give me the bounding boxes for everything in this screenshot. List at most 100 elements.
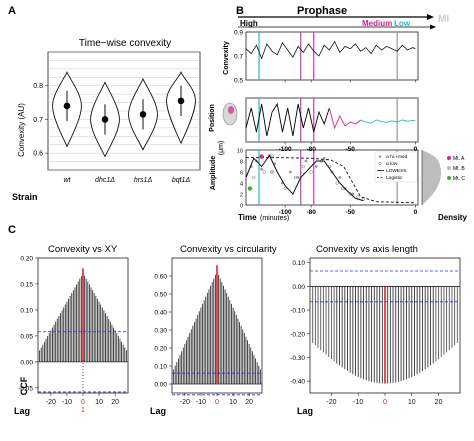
x-tick-label: -80: [306, 146, 316, 153]
mt-marker: [259, 154, 264, 159]
x-tick-label: 20: [245, 399, 253, 406]
legend-label: α low: [386, 161, 398, 167]
x-tick-label: -10: [196, 399, 206, 406]
x-tick-label: 20: [435, 399, 443, 406]
chart-a-xlabel: Strain: [12, 192, 38, 202]
chart-c1-title: Convexity vs XY: [48, 244, 118, 255]
chart-c2-xlabel: Lag: [150, 406, 166, 416]
y-tick-label: 0.5: [234, 78, 243, 85]
x-tick-label: -20: [46, 399, 56, 406]
y-tick-label: 0.9: [234, 30, 243, 37]
position-series-line: [245, 102, 330, 137]
x-tick-label: -20: [180, 399, 190, 406]
stage-label: Prophase: [297, 5, 347, 17]
y-tick-label: 0.6: [33, 151, 43, 158]
x-tick-label: 10: [95, 399, 103, 406]
y-tick-label: 0.00: [154, 382, 167, 389]
x-tick-label: -50: [346, 209, 356, 216]
amplitude-point-high: [288, 170, 292, 174]
amplitude-point-high: [260, 167, 264, 171]
x-tick-label: 0: [414, 209, 418, 216]
amplitude-point-low: [356, 195, 360, 199]
x-tick-label: -20: [326, 399, 336, 406]
y-tick-label: 0.00: [20, 359, 33, 366]
mt-marker: [269, 169, 275, 175]
time-xunit: (minutes): [260, 215, 289, 222]
amplitude-point-low: [252, 175, 256, 180]
position-subplot: [245, 97, 419, 143]
median-point: [177, 97, 185, 105]
y-tick-label: 0.50: [154, 292, 167, 299]
y-tick-label: -0.30: [290, 355, 305, 362]
median-point: [101, 116, 109, 123]
chart-c1-xlabel: Lag: [14, 406, 30, 416]
zero-lag-extra-label: 1: [81, 407, 85, 414]
amplitude-point-low: [348, 192, 352, 196]
y-tick-label: 0.7: [234, 54, 243, 61]
y-tick-label: -0.05: [18, 385, 33, 392]
convexity-series-line: [245, 40, 416, 60]
y-tick-label: 8: [240, 160, 243, 166]
prophase-arrowhead: [427, 14, 434, 20]
lowess-line: [245, 154, 364, 202]
legend-marker: [378, 161, 382, 166]
y-tick-label: 6: [240, 171, 243, 177]
x-tick-label: 0: [414, 146, 418, 153]
amplitude-point-high: [304, 159, 308, 163]
x-tick-label: -100: [279, 146, 292, 153]
phase-high-label: High: [240, 19, 258, 28]
subplot-amplitude-ylabel: Amplitude: [210, 156, 217, 190]
ccf-charts: Convexity vs XY Convexity vs circularity…: [14, 244, 461, 416]
nucleus-icon: [228, 106, 234, 114]
amplitude-point-low: [309, 170, 313, 174]
x-tick-label: 0: [81, 399, 85, 406]
amplitude-point-high: [314, 165, 318, 168]
density-label: Density: [438, 213, 467, 222]
y-tick-label: 0.10: [20, 307, 33, 314]
legend-label: α hi.+med.: [386, 154, 409, 160]
median-point: [63, 102, 71, 110]
chart-c2-title: Convexity vs circularity: [180, 244, 277, 255]
convexity-subplot: [245, 31, 419, 81]
panel-label-c: C: [8, 224, 16, 236]
amplitude-point-low: [335, 181, 339, 185]
phase-arrowhead: [430, 24, 436, 30]
subplot-position-ylabel: Position: [209, 104, 216, 132]
subplot-convexity-ylabel: Convexity: [223, 41, 230, 75]
position-series-line: [328, 107, 361, 130]
x-tick-label: -80: [306, 209, 316, 216]
y-tick-label: 0.00: [292, 284, 305, 291]
subplot-amplitude-yunit: (μm): [218, 141, 225, 156]
x-tick-label: 0: [215, 399, 219, 406]
y-tick-label: 0.40: [154, 310, 167, 317]
x-tick-label: -10: [353, 399, 363, 406]
phase-medium-label: Medium: [362, 19, 392, 28]
y-tick-label: 10: [237, 149, 243, 155]
y-tick-label: 0.30: [154, 328, 167, 335]
time-xlabel: Time: [238, 213, 257, 222]
y-tick-label: 4: [240, 182, 243, 188]
y-tick-label: 0: [240, 204, 243, 210]
x-tick-label: -100: [279, 209, 292, 216]
position-series-line: [360, 119, 416, 124]
amplitude-point-low: [283, 186, 287, 191]
mt-legend-label: Mt. B: [453, 166, 465, 172]
y-tick-label: 0.7: [33, 117, 43, 124]
x-tick-label: hrs1Δ: [134, 177, 153, 184]
y-tick-label: 0.20: [154, 346, 167, 353]
legend-label: Logistic: [386, 175, 403, 181]
violin-chart: Time−wise convexity Convexity (AU) Strai…: [12, 38, 201, 202]
amplitude-point-low: [293, 175, 298, 180]
legend-box: [374, 151, 418, 183]
density-shape: [422, 150, 442, 205]
amplitude-point-low: [262, 170, 266, 174]
chart-c3-xlabel: Lag: [297, 406, 313, 416]
stage-next-label: MI: [438, 14, 449, 25]
amplitude-point-high: [296, 176, 300, 179]
y-tick-label: -0.20: [290, 331, 305, 338]
phase-low-label: Low: [394, 19, 411, 28]
x-tick-label: 10: [408, 399, 416, 406]
y-tick-label: -0.40: [290, 379, 305, 386]
chart-a-title: Time−wise convexity: [79, 38, 171, 49]
